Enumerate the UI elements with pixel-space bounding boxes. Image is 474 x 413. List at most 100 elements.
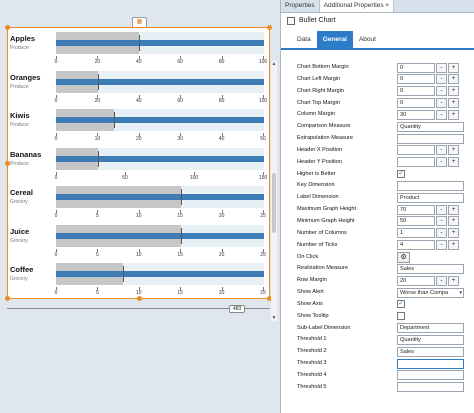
decrement-button[interactable]: - — [436, 74, 447, 85]
bullet-row: Cereal Grocery 0 5 10 15 20 25 — [8, 184, 266, 220]
scroll-up-icon[interactable]: ▲ — [271, 61, 277, 67]
axis-tick — [180, 210, 182, 213]
property-label: Label Dimension — [297, 194, 339, 201]
number-input[interactable]: 1 — [397, 228, 435, 239]
gear-icon[interactable]: ⚙ — [397, 251, 410, 263]
axis-tick — [180, 248, 182, 252]
number-input[interactable]: 4 — [397, 240, 435, 251]
resize-handle-tl[interactable] — [5, 25, 10, 30]
dropdown-select[interactable]: Worse than Compa ▾ — [397, 287, 464, 298]
decrement-button[interactable]: - — [436, 204, 447, 215]
text-input[interactable]: Quantity — [397, 334, 464, 345]
axis-tick — [56, 171, 57, 175]
axis-tick-label: 20 — [94, 59, 101, 65]
scroll-thumb[interactable] — [272, 173, 276, 233]
number-input[interactable]: 70 — [397, 204, 435, 215]
resize-handle-br[interactable] — [267, 296, 272, 301]
axis-tick — [97, 287, 99, 290]
property-row: Comparison Measure Quantity — [295, 121, 474, 133]
property-label: Higher is Better — [297, 170, 336, 177]
decrement-button[interactable]: - — [436, 157, 447, 168]
property-row: Show Alert Worse than Compa ▾ — [295, 287, 474, 299]
tab-properties[interactable]: Properties — [281, 0, 320, 12]
axis-tick-label: 40 — [136, 97, 142, 104]
increment-button[interactable]: + — [448, 157, 459, 168]
increment-button[interactable]: + — [448, 204, 459, 215]
number-input[interactable] — [397, 145, 435, 156]
number-input[interactable]: 0 — [397, 74, 435, 85]
axis-tick-label: 80 — [218, 97, 225, 104]
increment-button[interactable]: + — [448, 145, 459, 156]
number-input[interactable]: 30 — [397, 109, 435, 120]
text-input[interactable]: Quantity — [397, 121, 464, 132]
tab-data[interactable]: Data — [297, 36, 311, 43]
text-input[interactable]: Department — [397, 323, 464, 334]
property-label: Number of Ticks — [297, 241, 338, 248]
text-input[interactable] — [397, 133, 464, 144]
tab-general[interactable]: General — [316, 31, 353, 48]
decrement-button[interactable]: - — [436, 86, 447, 97]
number-input[interactable]: 20 — [397, 275, 435, 286]
text-input[interactable] — [397, 382, 464, 393]
decrement-button[interactable]: - — [436, 275, 447, 286]
axis-tick-label: 5 — [96, 213, 99, 219]
text-input[interactable]: Sales — [397, 346, 464, 357]
bullet-row: Apples Produce 0 20 40 60 80 100 — [8, 30, 267, 66]
bullet-chart-frame[interactable]: Apples Produce 0 20 40 60 80 100 Oranges Produ… — [5, 25, 277, 321]
decrement-button[interactable]: - — [436, 240, 447, 251]
text-input[interactable]: Sales — [397, 263, 464, 274]
bullet-performance-bar — [56, 40, 264, 46]
axis-tick — [56, 287, 57, 290]
scroll-down-icon[interactable]: ▼ — [271, 315, 277, 321]
vertical-scrollbar[interactable]: ▲ ▼ — [271, 61, 277, 321]
axis-tick-label: 10 — [136, 290, 142, 296]
increment-button[interactable]: + — [448, 86, 459, 97]
increment-button[interactable]: + — [448, 98, 459, 109]
bullet-performance-bar — [56, 117, 264, 123]
property-row: Label Dimension Product — [295, 192, 474, 204]
text-input[interactable] — [397, 358, 464, 369]
checkbox[interactable] — [397, 312, 405, 321]
decrement-button[interactable]: - — [436, 216, 447, 227]
design-canvas[interactable]: ▦ Apples Produce 0 20 40 60 80 100 Oranges Pro… — [0, 0, 280, 413]
text-input[interactable]: Product — [397, 192, 464, 203]
property-label: Chart Right Margin — [297, 87, 344, 94]
property-label: Show Alert — [297, 289, 324, 296]
increment-button[interactable]: + — [448, 109, 459, 120]
decrement-button[interactable]: - — [436, 228, 447, 239]
tab-additional-properties[interactable]: Additional Properties × — [319, 0, 395, 12]
checkbox[interactable]: ✓ — [397, 300, 405, 309]
text-input[interactable] — [397, 180, 464, 191]
axis-tick-label: 25 — [260, 251, 266, 258]
bullet-axis: 0 5 10 15 20 25 — [55, 210, 266, 220]
decrement-button[interactable]: - — [436, 145, 447, 156]
increment-button[interactable]: + — [448, 74, 459, 85]
checkbox[interactable]: ✓ — [397, 170, 405, 179]
resize-handle-tr[interactable] — [267, 25, 272, 30]
tab-about[interactable]: About — [358, 36, 376, 43]
decrement-button[interactable]: - — [436, 109, 447, 120]
axis-tick-label: 80 — [218, 59, 225, 65]
decrement-button[interactable]: - — [436, 98, 447, 109]
increment-button[interactable]: + — [448, 240, 459, 251]
resize-handle-bm[interactable] — [137, 296, 142, 301]
axis-tick-label: 5 — [96, 251, 99, 258]
resize-handle-ml[interactable] — [5, 161, 10, 166]
number-input[interactable]: 0 — [397, 86, 435, 97]
increment-button[interactable]: + — [448, 275, 459, 286]
increment-button[interactable]: + — [448, 228, 459, 239]
number-input[interactable] — [397, 157, 435, 168]
text-input[interactable] — [397, 370, 464, 381]
row-label: Oranges — [10, 72, 41, 82]
increment-button[interactable]: + — [448, 216, 459, 227]
increment-button[interactable]: + — [448, 62, 459, 73]
number-input[interactable]: 0 — [397, 62, 435, 73]
number-input[interactable]: 50 — [397, 216, 435, 227]
resize-handle-bl[interactable] — [5, 296, 10, 301]
property-row: Row Margin 20 - + — [295, 275, 474, 287]
decrement-button[interactable]: - — [436, 62, 447, 73]
close-icon[interactable]: × — [385, 2, 390, 9]
number-input[interactable]: 0 — [397, 98, 435, 109]
axis-tick — [97, 94, 99, 98]
property-row: Chart Top Margin 0 - + — [295, 98, 474, 110]
